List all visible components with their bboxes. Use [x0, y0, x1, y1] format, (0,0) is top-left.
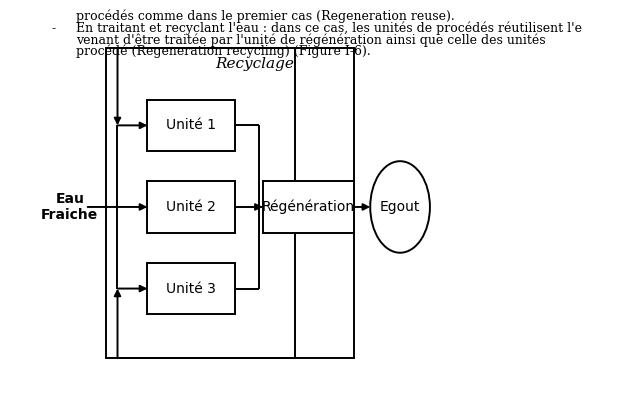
Ellipse shape	[370, 161, 430, 253]
Text: procédé (Regeneration recycling) (Figure I-6).: procédé (Regeneration recycling) (Figure…	[76, 45, 371, 58]
Bar	[262, 181, 355, 233]
Bar	[147, 263, 235, 314]
Text: Unité 1: Unité 1	[166, 118, 216, 133]
Bar	[106, 48, 355, 358]
Text: Unité 3: Unité 3	[166, 281, 216, 296]
Text: venant d'être traitée par l'unité de régénération ainsi que celle des unités: venant d'être traitée par l'unité de rég…	[76, 33, 545, 47]
Bar	[147, 181, 235, 233]
Text: Eau
Fraiche: Eau Fraiche	[41, 192, 98, 222]
Text: Régénération: Régénération	[262, 200, 355, 214]
Text: Unité 2: Unité 2	[166, 200, 216, 214]
Text: -: -	[52, 22, 56, 35]
Text: En traitant et recyclant l'eau : dans ce cas, les unités de procédés réutilisent: En traitant et recyclant l'eau : dans ce…	[76, 22, 582, 35]
Text: Recyclage: Recyclage	[215, 57, 294, 71]
Bar	[147, 100, 235, 151]
Text: procédés comme dans le premier cas (Regeneration reuse).: procédés comme dans le premier cas (Rege…	[76, 10, 455, 23]
Text: Egout: Egout	[380, 200, 420, 214]
